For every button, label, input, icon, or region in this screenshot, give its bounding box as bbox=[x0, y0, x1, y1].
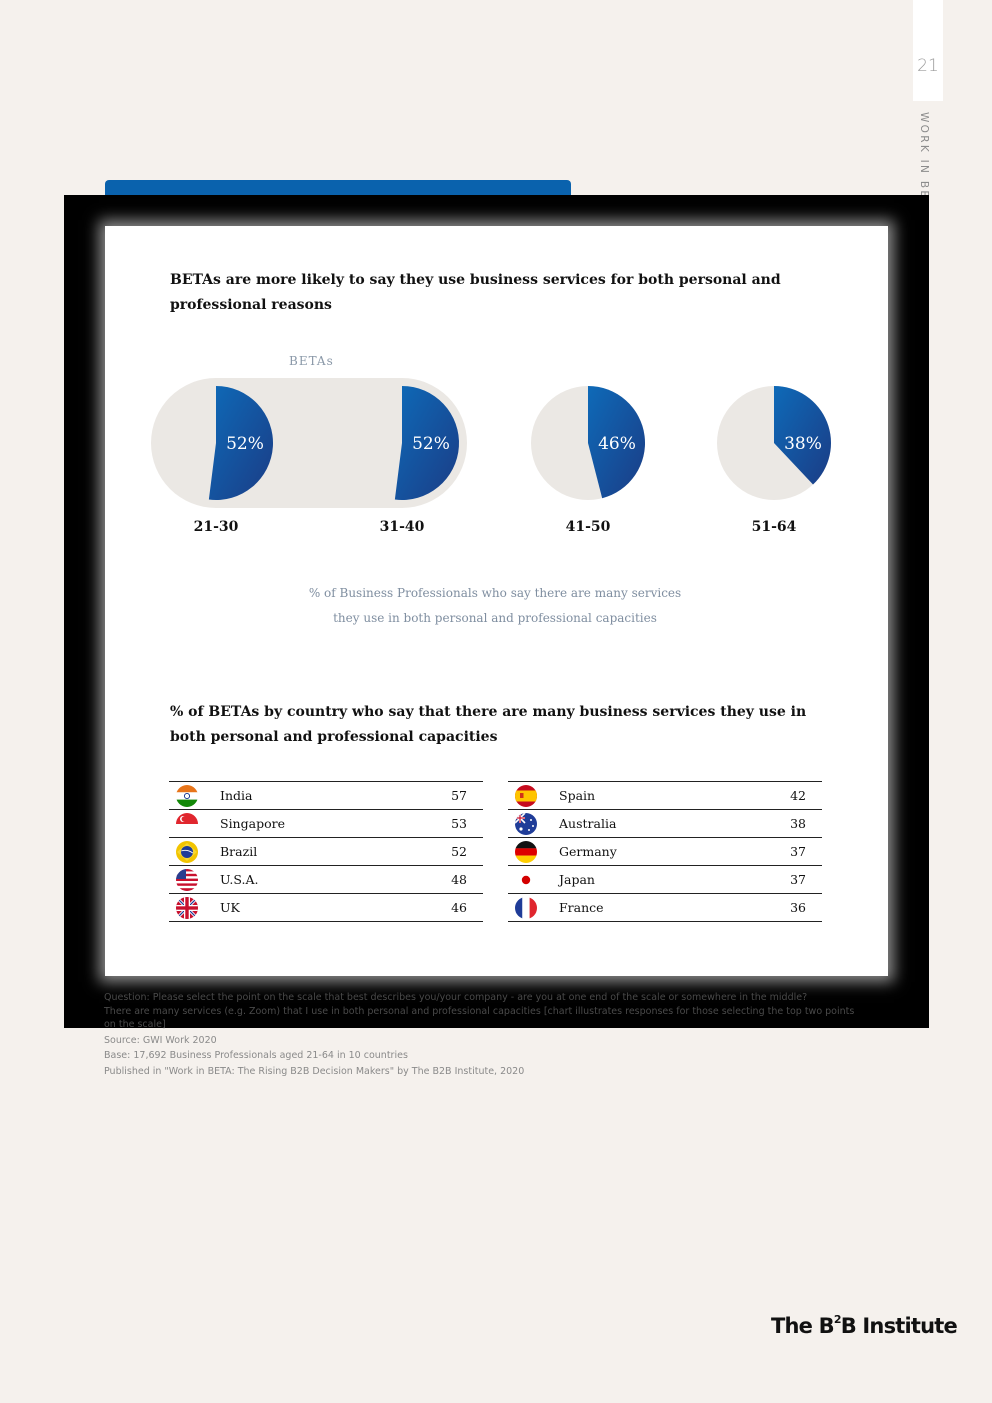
uk-flag-icon bbox=[176, 897, 198, 919]
caption-line-2: they use in both personal and profession… bbox=[333, 611, 657, 625]
india-flag-icon bbox=[176, 785, 198, 807]
pie-chart-area: BETAs 52% 52% 46% 38% 21-30 31-40 41-50 51-64 bbox=[105, 226, 888, 556]
page-tab bbox=[913, 0, 943, 101]
australia-flag-icon bbox=[515, 813, 537, 835]
country-name: India bbox=[220, 788, 253, 803]
singapore-flag-icon bbox=[176, 813, 198, 835]
chart1-caption: % of Business Professionals who say ther… bbox=[235, 581, 755, 631]
pie-charts: 52% 52% 46% 38% bbox=[159, 386, 831, 500]
brazil-flag-icon bbox=[176, 841, 198, 863]
country-name: Singapore bbox=[220, 816, 285, 831]
country-name: Spain bbox=[559, 788, 596, 803]
footnotes: Question: Please select the point on the… bbox=[104, 991, 864, 1078]
page-number: 21 bbox=[917, 56, 939, 76]
age-label: 51-64 bbox=[751, 519, 797, 535]
pie-value-slice bbox=[394, 386, 460, 500]
published-note: Published in "Work in BETA: The Rising B… bbox=[104, 1065, 525, 1077]
age-label: 41-50 bbox=[565, 519, 611, 535]
caption-line-1: % of Business Professionals who say ther… bbox=[308, 586, 682, 600]
pie-value-label: 52% bbox=[226, 434, 264, 454]
country-value: 36 bbox=[790, 900, 806, 915]
age-label: 31-40 bbox=[379, 519, 425, 535]
usa-flag-icon bbox=[176, 869, 198, 891]
chart2-title: % of BETAs by country who say that there… bbox=[170, 704, 807, 745]
country-row: Brazil 52 bbox=[169, 838, 483, 866]
pie-51-64: 38% bbox=[717, 386, 831, 500]
question-line-1: Question: Please select the point on the… bbox=[104, 992, 808, 1003]
logo-prefix: The B bbox=[771, 1314, 835, 1338]
country-value: 37 bbox=[790, 872, 806, 887]
country-row: Australia 38 bbox=[508, 810, 822, 838]
pie-value-slice bbox=[588, 386, 646, 499]
country-row: Germany 37 bbox=[508, 838, 822, 866]
chart-card: BETAs are more likely to say they use bu… bbox=[105, 226, 888, 976]
pie-value-label: 38% bbox=[784, 434, 822, 454]
base-note: Base: 17,692 Business Professionals aged… bbox=[104, 1050, 408, 1061]
country-value: 48 bbox=[451, 872, 467, 887]
b2b-institute-logo: The B2B Institute bbox=[771, 1313, 958, 1338]
pie-41-50: 46% bbox=[531, 386, 646, 500]
country-row: Spain 42 bbox=[508, 782, 822, 810]
japan-flag-icon bbox=[515, 869, 537, 891]
pie-value-label: 52% bbox=[412, 434, 450, 454]
logo-superscript: 2 bbox=[833, 1313, 842, 1326]
country-table-left: India 57 Singapore 53 Brazil 52 U.S.A. 48 UK 46 bbox=[169, 781, 483, 922]
question-line-2: There are many services (e.g. Zoom) that… bbox=[104, 1005, 855, 1031]
country-row: Singapore 53 bbox=[169, 810, 483, 838]
country-value: 38 bbox=[790, 816, 806, 831]
pie-value-slice bbox=[774, 386, 831, 485]
country-value: 53 bbox=[451, 816, 467, 831]
age-label: 21-30 bbox=[193, 519, 239, 535]
country-value: 57 bbox=[451, 788, 467, 803]
country-value: 52 bbox=[451, 844, 467, 859]
country-value: 42 bbox=[790, 788, 806, 803]
pie-31-40: 52% bbox=[345, 386, 460, 500]
country-value: 37 bbox=[790, 844, 806, 859]
country-row: UK 46 bbox=[169, 894, 483, 922]
betas-group-label: BETAs bbox=[289, 354, 334, 368]
country-name: UK bbox=[220, 900, 240, 915]
chart1-title: BETAs are more likely to say they use bu… bbox=[170, 272, 781, 313]
spain-flag-icon bbox=[515, 785, 537, 807]
country-table-right: Spain 42 Australia 38 Germany 37 Japan 37 France… bbox=[508, 781, 822, 922]
logo-suffix: B Institute bbox=[840, 1314, 958, 1338]
country-value: 46 bbox=[451, 900, 467, 915]
country-name: France bbox=[559, 900, 604, 915]
country-name: Japan bbox=[559, 872, 595, 887]
source-note: Source: GWI Work 2020 bbox=[104, 1034, 217, 1046]
country-row: Japan 37 bbox=[508, 866, 822, 894]
country-row: France 36 bbox=[508, 894, 822, 922]
country-row: India 57 bbox=[169, 782, 483, 810]
country-name: Brazil bbox=[220, 844, 258, 859]
pie-21-30: 52% bbox=[159, 386, 274, 500]
france-flag-icon bbox=[515, 897, 537, 919]
country-row: U.S.A. 48 bbox=[169, 866, 483, 894]
pie-value-label: 46% bbox=[598, 434, 636, 454]
germany-flag-icon bbox=[515, 841, 537, 863]
country-name: Australia bbox=[559, 816, 617, 831]
country-name: U.S.A. bbox=[220, 872, 259, 887]
country-name: Germany bbox=[559, 844, 617, 859]
pie-value-slice bbox=[208, 386, 274, 500]
